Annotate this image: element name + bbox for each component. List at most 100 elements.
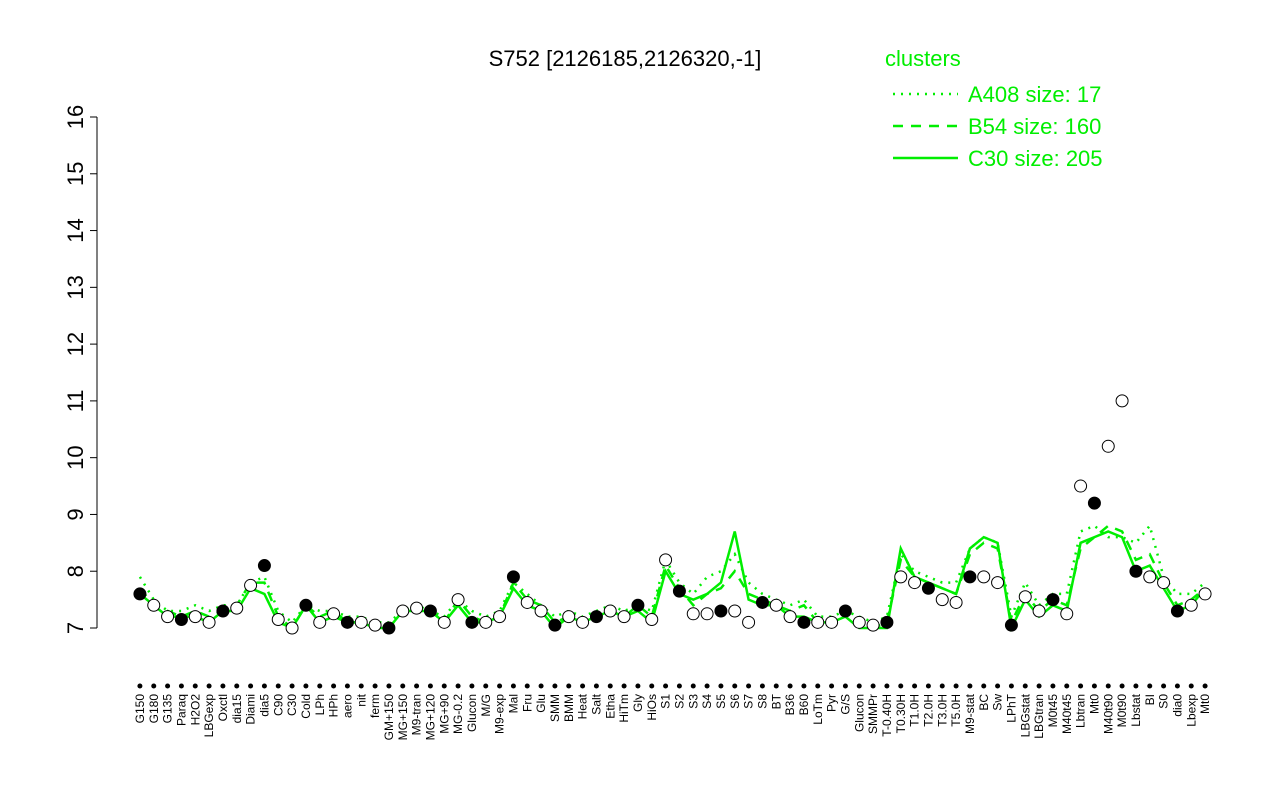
point xyxy=(1087,496,1101,510)
x-tick-label: LPhT xyxy=(1004,693,1018,722)
x-tick-dot xyxy=(344,683,350,689)
x-tick-label: T2.0H xyxy=(921,694,935,727)
x-tick-label: aero xyxy=(340,694,354,718)
y-tick-label: 12 xyxy=(63,332,88,356)
point xyxy=(1004,618,1018,632)
x-tick-dot xyxy=(746,683,752,689)
x-tick-label: MG+120 xyxy=(423,694,437,741)
x-tick-dot xyxy=(939,683,945,689)
x-tick-dot xyxy=(552,683,558,689)
point xyxy=(244,578,258,592)
x-tick-label: dia0 xyxy=(1170,694,1184,717)
point xyxy=(963,570,977,584)
x-tick-label: M9-exp xyxy=(493,694,507,734)
x-tick-label: S3 xyxy=(686,694,700,709)
legend-title: clusters xyxy=(885,46,961,71)
x-tick-label: Paraq xyxy=(174,694,188,726)
point xyxy=(354,615,368,629)
x-tick-label: B36 xyxy=(783,694,797,716)
x-tick-label: LPh xyxy=(313,694,327,715)
x-tick-label: HPh xyxy=(327,694,341,717)
x-tick-label: S6 xyxy=(728,694,742,709)
x-tick-dot xyxy=(704,683,710,689)
x-tick-label: MG+90 xyxy=(437,694,451,734)
x-tick-label: MG-0.2 xyxy=(451,694,465,734)
point xyxy=(562,610,576,624)
x-tick-label: Oxctl xyxy=(216,694,230,721)
point xyxy=(174,612,188,626)
point xyxy=(811,615,825,629)
point xyxy=(714,604,728,618)
x-tick-dot xyxy=(165,683,171,689)
x-tick-dot xyxy=(967,683,973,689)
x-tick-label: S4 xyxy=(700,694,714,709)
x-tick-dot xyxy=(206,683,212,689)
x-tick-label: B60 xyxy=(797,694,811,716)
x-tick-dot xyxy=(912,683,918,689)
x-tick-dot xyxy=(925,683,931,689)
x-tick-dot xyxy=(663,683,669,689)
x-tick-label: HiOs xyxy=(645,694,659,721)
point xyxy=(700,607,714,621)
x-tick-dot xyxy=(829,683,835,689)
point xyxy=(188,610,202,624)
x-tick-dot xyxy=(898,683,904,689)
point xyxy=(1074,479,1088,493)
point xyxy=(603,604,617,618)
point xyxy=(797,615,811,629)
point xyxy=(257,559,271,573)
y-tick-label: 15 xyxy=(63,162,88,186)
x-tick-label: H2O2 xyxy=(188,694,202,726)
point xyxy=(506,570,520,584)
point xyxy=(1143,570,1157,584)
x-tick-dot xyxy=(815,683,821,689)
x-tick-dot xyxy=(234,683,240,689)
point xyxy=(852,615,866,629)
y-tick-label: 10 xyxy=(63,445,88,469)
point xyxy=(313,615,327,629)
x-tick-label: M40t45 xyxy=(1060,694,1074,734)
x-tick-dot xyxy=(289,683,295,689)
x-tick-dot xyxy=(1161,683,1167,689)
point xyxy=(230,601,244,615)
point xyxy=(285,621,299,635)
x-tick-dot xyxy=(1050,683,1056,689)
x-tick-label: Salt xyxy=(589,693,603,714)
point xyxy=(894,570,908,584)
x-tick-dot xyxy=(1022,683,1028,689)
x-tick-dot xyxy=(1202,683,1208,689)
x-tick-label: Glucon xyxy=(852,694,866,732)
x-tick-label: Cold xyxy=(299,694,313,719)
point xyxy=(838,604,852,618)
x-tick-label: Diami xyxy=(244,694,258,725)
x-tick-dot xyxy=(497,683,503,689)
y-tick-label: 11 xyxy=(63,389,88,412)
x-tick-dot xyxy=(538,683,544,689)
point xyxy=(1184,598,1198,612)
x-tick-label: dia5 xyxy=(257,694,271,717)
x-tick-dot xyxy=(358,683,364,689)
point xyxy=(645,612,659,626)
point xyxy=(949,595,963,609)
point xyxy=(825,615,839,629)
point xyxy=(1046,593,1060,607)
x-tick-dot xyxy=(773,683,779,689)
x-tick-label: T3.0H xyxy=(935,694,949,727)
x-tick-dot xyxy=(981,683,987,689)
point xyxy=(147,598,161,612)
x-tick-label: nit xyxy=(354,693,368,706)
x-tick-dot xyxy=(441,683,447,689)
x-tick-dot xyxy=(151,683,157,689)
x-tick-dot xyxy=(220,683,226,689)
point xyxy=(1060,607,1074,621)
point xyxy=(686,607,700,621)
point xyxy=(991,576,1005,590)
x-tick-label: G150 xyxy=(133,694,147,724)
point xyxy=(1170,604,1184,618)
x-tick-dot xyxy=(372,683,378,689)
x-tick-dot xyxy=(718,683,724,689)
y-tick-label: 9 xyxy=(63,508,88,520)
x-tick-label: BI xyxy=(1143,694,1157,705)
x-tick-label: Lbtran xyxy=(1074,694,1088,728)
x-tick-label: Gly xyxy=(631,694,645,712)
